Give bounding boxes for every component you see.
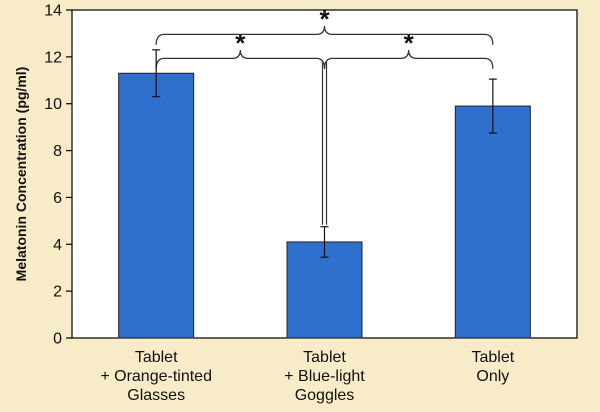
bars [118,49,531,339]
significance-bracket [155,49,326,69]
category-label: Tablet + Orange-tinted Glasses [100,349,212,404]
y-axis: 0 2 4 6 8 10 12 14 [44,3,72,348]
y-axis-label: Melatonin Concentration (pg/ml) [13,67,29,282]
category-label: Tablet + Blue-light Goggles [284,349,365,404]
y-tick-label: 0 [53,331,62,348]
category-label: Tablet Only [471,349,514,385]
significance-bracket [323,49,494,69]
x-axis: Tablet + Orange-tinted Glasses Tablet + Blue… [100,349,514,404]
y-tick-label: 12 [44,49,62,66]
bar [454,105,531,339]
bar [118,72,195,339]
significance-brackets: * * * [155,4,494,225]
significance-star: * [235,28,246,58]
significance-bracket [155,25,494,45]
y-tick-label: 8 [53,143,62,160]
y-tick-label: 6 [53,190,62,207]
significance-star: * [319,4,330,34]
y-tick-label: 2 [53,284,62,301]
significance-star: * [404,28,415,58]
bar [286,241,363,339]
y-tick-label: 4 [53,237,62,254]
y-tick-label: 10 [44,96,62,113]
y-tick-label: 14 [44,3,62,20]
